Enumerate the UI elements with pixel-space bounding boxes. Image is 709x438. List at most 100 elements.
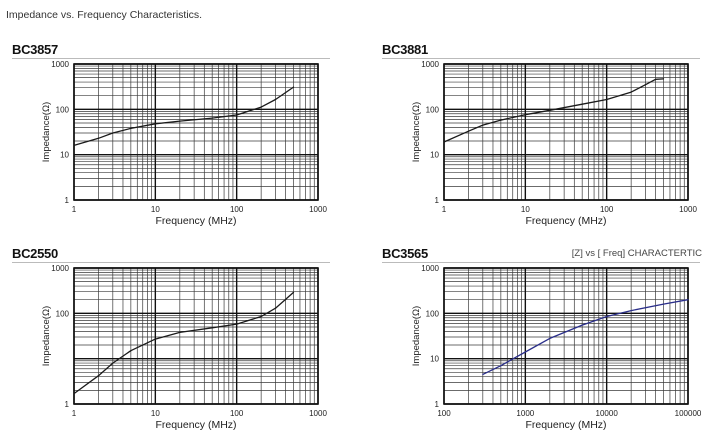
x-axis-label: Frequency (MHz) [525,215,606,227]
data-point [606,315,608,318]
chart-panel-bc3565: BC3565 [Z] vs [ Freq] CHARACTERTIC 100 10… [382,246,709,436]
x-axis-label: Frequency (MHz) [155,419,236,431]
title-divider [12,58,330,59]
y-tick-label: 1 [435,196,440,205]
y-tick-label: 1000 [51,60,69,69]
x-tick-label: 100 [230,409,244,418]
x-tick-label: 10 [151,409,160,418]
x-axis-label: Frequency (MHz) [525,419,606,431]
series-line [443,78,664,143]
data-point [112,362,114,364]
x-tick-label: 10 [521,205,530,214]
x-tick-label: 100000 [675,409,702,418]
y-tick-label: 10 [430,151,439,160]
data-point [655,78,657,80]
y-axis-label: Impedance(Ω) [411,306,422,366]
data-point [482,124,484,126]
data-point [662,78,665,80]
x-tick-label: 1 [442,205,447,214]
chart-title: BC3857 [12,42,58,57]
y-tick-label: 1000 [51,264,69,273]
x-tick-label: 1000 [309,205,327,214]
plot-frame [443,63,689,201]
data-point [581,324,583,326]
data-point [179,331,181,333]
data-point [292,86,295,88]
chart-panel-bc3881: BC3881 1 10 100 1000 1 10 100 1000 Frequency (MH… [382,42,709,232]
data-point [274,307,277,309]
x-tick-label: 1 [72,205,77,214]
data-point [549,337,551,339]
data-point [211,117,213,119]
data-point [236,114,238,116]
y-tick-label: 1 [435,400,440,409]
data-point [644,84,647,86]
impedance-chart: 1 10 100 1000 1 100 1000 Frequency (MHz) Impedan… [41,264,327,431]
x-tick-label: 10 [151,205,160,214]
data-point [443,141,445,143]
data-point [260,106,262,108]
data-point [662,303,665,305]
data-point [236,323,238,325]
y-tick-label: 1000 [421,264,439,273]
data-point [500,365,502,367]
plot-frame [73,63,319,201]
x-tick-label: 100 [437,409,451,418]
x-tick-label: 100 [600,205,614,214]
y-axis-label: Impedance(Ω) [41,306,52,366]
data-point [260,315,262,318]
series-line [73,291,294,395]
y-tick-label: 10 [60,151,69,160]
x-tick-label: 100 [230,205,244,214]
chart-title: BC3565 [382,246,428,261]
x-axis-label: Frequency (MHz) [155,215,236,227]
data-point [630,91,632,93]
y-axis-label: Impedance(Ω) [41,102,52,162]
data-point [130,350,132,352]
y-tick-label: 100 [56,309,70,318]
y-tick-label: 1 [65,400,70,409]
y-tick-label: 100 [426,105,440,114]
x-tick-label: 1000 [309,409,327,418]
x-tick-label: 1 [72,409,77,418]
data-point [630,309,632,312]
data-point [73,392,75,395]
chart-title: BC2550 [12,246,58,261]
y-tick-label: 100 [426,309,440,318]
page-title: Impedance vs. Frequency Characteristics. [6,9,203,21]
data-point [524,114,526,116]
data-point [687,299,689,301]
data-point [274,98,277,101]
chart-panel-bc2550: BC2550 1 10 100 1000 1 100 1000 Frequency (MHz)… [12,246,342,436]
data-point [581,103,583,105]
data-point [73,144,75,147]
data-point [130,127,132,129]
impedance-chart: 1 10 100 1000 1 10 100 1000 Frequency (MHz) Imped… [411,60,697,227]
data-point [154,338,156,340]
data-point [154,123,156,125]
plot-frame [443,267,689,405]
data-point [482,373,484,375]
data-point [292,291,295,293]
x-tick-label: 1000 [516,409,534,418]
data-point [467,130,470,132]
data-point [549,109,551,111]
title-divider [382,58,700,59]
chart-title: BC3881 [382,42,428,57]
chart-panel-bc3857: BC3857 1 10 100 1000 1 10 100 1000 Frequency (MH… [12,42,342,232]
impedance-chart: 1 10 100 1000 1 10 100 1000 Frequency (MHz) Imped… [41,60,327,227]
y-axis-label: Impedance(Ω) [411,102,422,162]
title-divider [12,262,330,263]
title-divider [382,262,700,263]
plot-frame [73,267,319,405]
x-tick-label: 10000 [596,409,619,418]
y-tick-label: 1 [65,196,70,205]
data-point [179,120,181,122]
x-tick-label: 1000 [679,205,697,214]
data-point [606,98,608,101]
data-point [112,132,114,134]
data-point [97,137,100,139]
y-tick-label: 100 [56,105,70,114]
y-tick-label: 1000 [421,60,439,69]
